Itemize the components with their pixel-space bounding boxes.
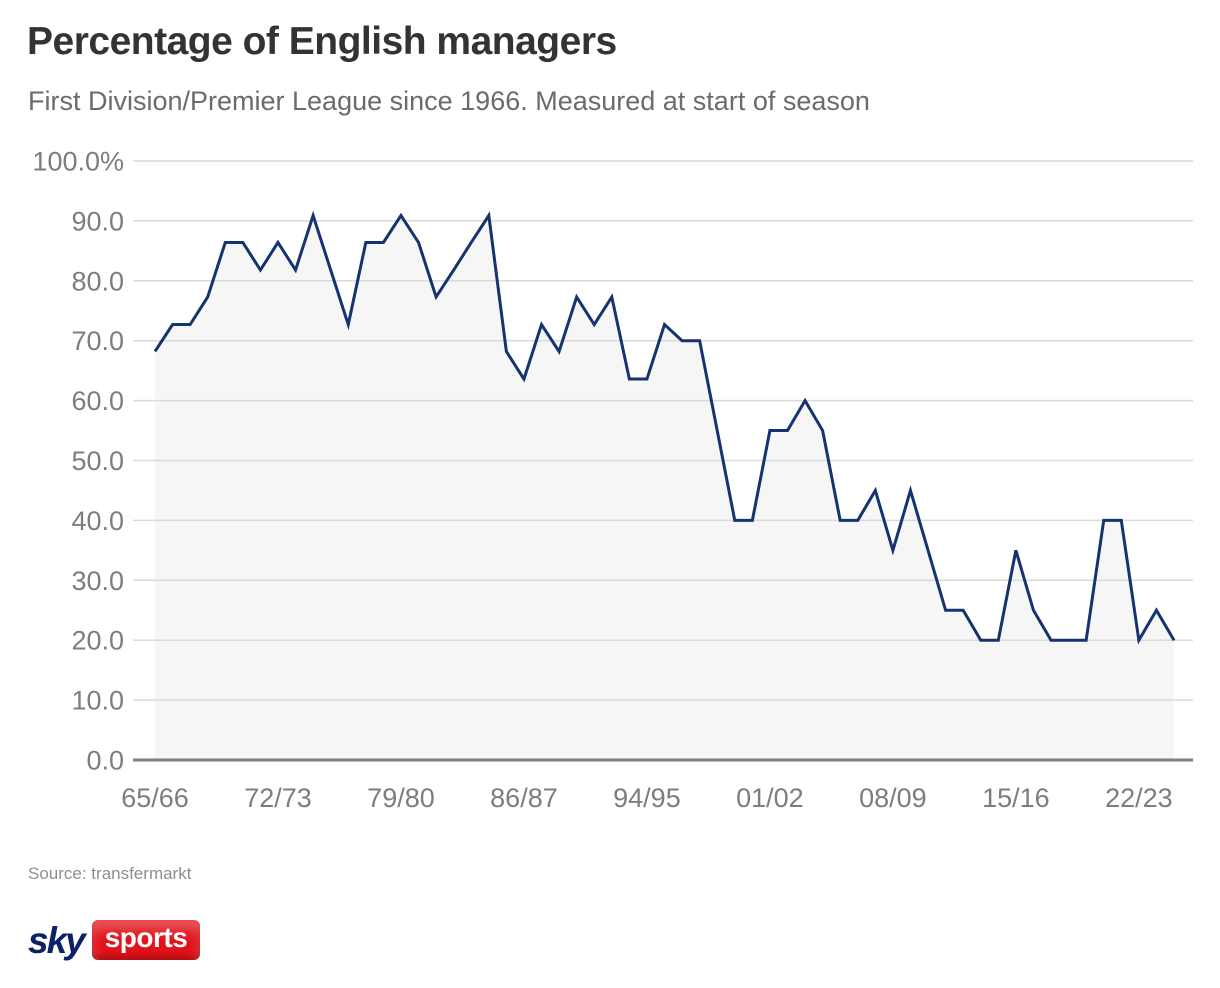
x-axis-tick-label: 94/95 <box>613 783 681 813</box>
x-axis-tick-label: 22/23 <box>1105 783 1173 813</box>
sky-sports-logo: sky sports <box>28 919 201 961</box>
y-axis-tick-label: 90.0 <box>71 206 124 236</box>
y-axis-tick-label: 60.0 <box>71 386 124 416</box>
area-fill <box>155 215 1175 760</box>
y-axis-tick-label: 40.0 <box>71 506 124 536</box>
x-axis-tick-label: 08/09 <box>859 783 927 813</box>
x-axis-tick-label: 15/16 <box>982 783 1050 813</box>
page-subtitle: First Division/Premier League since 1966… <box>28 86 870 116</box>
x-axis-tick-label: 72/73 <box>244 783 312 813</box>
trend-line <box>153 210 1176 645</box>
sports-logo-badge: sports <box>91 920 201 960</box>
y-axis-tick-label: 80.0 <box>71 266 124 296</box>
y-axis-tick-label: 30.0 <box>71 566 124 596</box>
y-axis-tick-label: 70.0 <box>71 326 124 356</box>
x-axis-tick-label: 65/66 <box>121 783 189 813</box>
y-axis-tick-label: 10.0 <box>71 686 124 716</box>
page-title: Percentage of English managers <box>27 20 617 63</box>
y-axis-tick-label: 50.0 <box>71 446 124 476</box>
gridlines <box>133 160 1193 701</box>
x-axis-labels: 65/66 72/73 79/80 86/87 94/95 01/02 08/09 15/16… <box>121 783 1172 813</box>
x-axis-tick-label: 86/87 <box>490 783 558 813</box>
y-axis-tick-label: 0.0 <box>86 746 124 776</box>
sky-logo-text: sky <box>28 919 86 961</box>
source-caption: Source: transfermarkt <box>28 864 192 883</box>
x-axis-tick-label: 01/02 <box>736 783 804 813</box>
line-chart: 100.0% 90.0 80.0 70.0 60.0 50.0 40.0 30.0 20.0 10… <box>32 147 1193 813</box>
y-axis-labels: 100.0% 90.0 80.0 70.0 60.0 50.0 40.0 30.0 20.0 10… <box>32 147 124 776</box>
y-axis-tick-label: 20.0 <box>71 626 124 656</box>
x-axis-tick-label: 79/80 <box>367 783 435 813</box>
y-axis-tick-label: 100.0% <box>32 147 124 177</box>
